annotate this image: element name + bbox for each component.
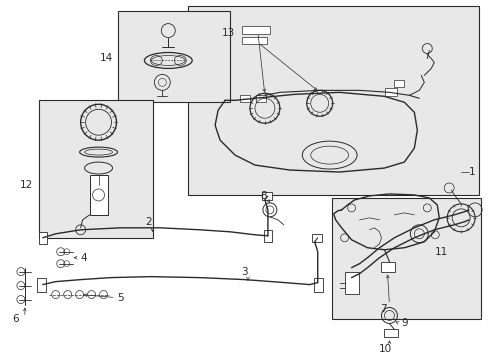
Text: 3: 3 bbox=[240, 267, 247, 276]
Bar bbox=[118, 11, 229, 102]
Text: 12: 12 bbox=[20, 180, 33, 190]
Bar bbox=[381, 262, 395, 272]
Bar bbox=[37, 278, 46, 292]
Text: 11: 11 bbox=[434, 247, 447, 257]
Text: 5: 5 bbox=[117, 293, 124, 302]
Bar bbox=[188, 6, 478, 195]
Bar bbox=[385, 88, 397, 96]
Bar bbox=[344, 272, 358, 293]
Bar bbox=[89, 175, 107, 215]
Bar bbox=[242, 37, 266, 44]
Bar bbox=[384, 329, 398, 337]
Text: 2: 2 bbox=[145, 217, 151, 227]
Bar bbox=[264, 230, 271, 242]
Text: 8: 8 bbox=[260, 191, 266, 201]
Text: 7: 7 bbox=[379, 305, 386, 315]
Text: 14: 14 bbox=[100, 54, 113, 63]
Text: 13: 13 bbox=[222, 28, 235, 37]
Bar bbox=[311, 234, 321, 242]
Text: 1: 1 bbox=[468, 167, 474, 177]
Bar bbox=[313, 278, 322, 292]
Bar bbox=[242, 26, 269, 33]
Bar bbox=[240, 95, 249, 102]
Bar bbox=[39, 100, 153, 238]
Text: 10: 10 bbox=[378, 345, 391, 354]
Text: 4: 4 bbox=[81, 253, 87, 263]
Bar bbox=[255, 95, 265, 102]
Bar bbox=[39, 232, 47, 244]
Bar bbox=[262, 192, 271, 200]
Text: 9: 9 bbox=[401, 319, 407, 328]
Text: 6: 6 bbox=[13, 314, 19, 324]
Bar bbox=[331, 198, 480, 319]
Bar bbox=[394, 80, 404, 87]
